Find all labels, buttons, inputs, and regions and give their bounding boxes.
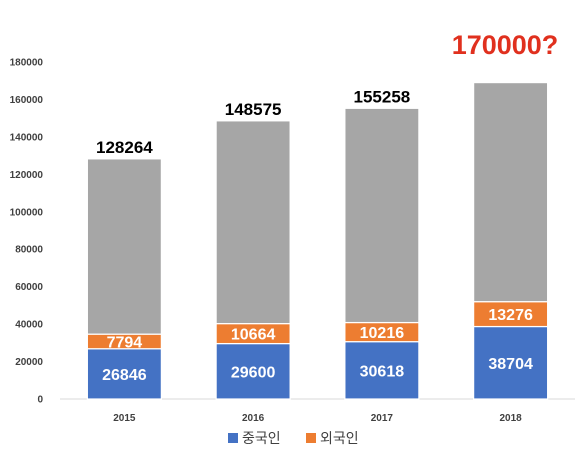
y-tick-label: 180000 (10, 58, 44, 69)
bar-segment (473, 301, 549, 328)
y-tick-label: 140000 (10, 132, 44, 143)
y-tick-label: 0 (37, 395, 43, 406)
data-label: 10664 (231, 327, 276, 344)
total-label: 148575 (225, 100, 282, 119)
y-tick-label: 160000 (10, 95, 44, 106)
total-label: 128264 (96, 138, 153, 157)
legend-swatch (306, 433, 316, 443)
data-label: 7794 (107, 334, 143, 351)
x-tick-label: 2015 (113, 413, 136, 424)
y-tick-label: 80000 (15, 245, 43, 256)
y-tick-label: 100000 (10, 207, 44, 218)
data-label: 30618 (360, 363, 405, 380)
bar-stack-2016: 29600 10664 148575 (215, 100, 291, 400)
legend-swatch (228, 433, 238, 443)
y-axis: 0 20000 40000 60000 80000 100000 120000 140000 1… (10, 58, 44, 406)
bar-stack-2018: 38704 13276 170000? (452, 30, 559, 400)
bar-segment (473, 325, 549, 400)
bar-segment (344, 107, 420, 324)
y-tick-label: 20000 (15, 357, 43, 368)
bar-segment (344, 341, 420, 400)
data-label: 26846 (102, 367, 147, 384)
bars: 26846 7794 128264 29600 10664 148575 30618 1021… (86, 30, 559, 400)
x-tick-label: 2018 (500, 413, 523, 424)
legend-label: 중국인 (242, 430, 281, 446)
bar-segment (473, 81, 549, 303)
x-tick-label: 2017 (371, 413, 394, 424)
data-label: 10216 (360, 325, 405, 342)
y-tick-label: 60000 (15, 282, 43, 293)
data-label: 29600 (231, 364, 276, 381)
bar-segment (215, 120, 291, 325)
bar-stack-2017: 30618 10216 155258 (344, 87, 420, 400)
legend: 중국인 외국인 (228, 430, 359, 446)
projection-label: 170000? (452, 30, 559, 60)
legend-label: 외국인 (320, 430, 359, 446)
data-label: 13276 (488, 307, 533, 324)
y-tick-label: 40000 (15, 320, 43, 331)
y-tick-label: 120000 (10, 170, 44, 181)
bar-segment (86, 348, 162, 400)
x-tick-label: 2016 (242, 413, 265, 424)
bar-segment (86, 158, 162, 335)
data-label: 38704 (488, 356, 533, 373)
x-axis: 2015 2016 2017 2018 (113, 413, 522, 424)
bar-segment (215, 342, 291, 400)
bar-stack-2015: 26846 7794 128264 (86, 138, 162, 400)
total-label: 155258 (354, 87, 411, 106)
